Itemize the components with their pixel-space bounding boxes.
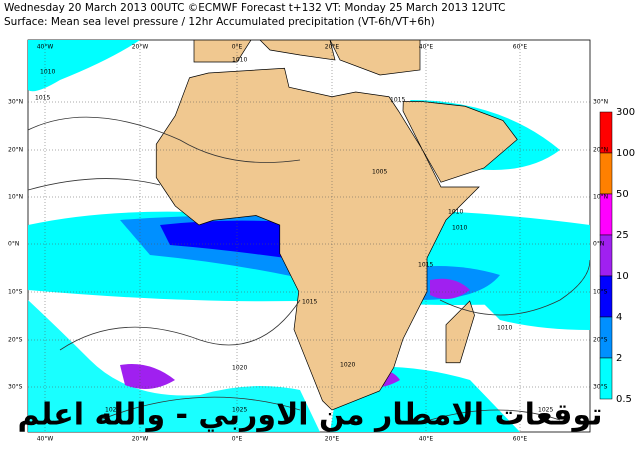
latitude-label: 10°N	[8, 194, 23, 201]
latitude-label: 30°S	[593, 384, 608, 391]
longitude-label: 20°E	[325, 436, 340, 443]
isobar-label: 1010	[448, 209, 463, 216]
longitude-label: 40°W	[37, 44, 54, 51]
graticule	[28, 40, 590, 432]
isobar-label: 1020	[105, 407, 120, 414]
latitude-label: 20°N	[8, 147, 23, 154]
legend-label: 10	[616, 271, 629, 282]
longitude-label: 20°W	[132, 436, 149, 443]
isobar-label: 1020	[232, 365, 247, 372]
legend-label: 2	[616, 353, 622, 364]
legend-label: 0.5	[616, 394, 632, 405]
header-line: Surface: Mean sea level pressure / 12hr …	[4, 16, 435, 28]
latitude-label: 10°S	[593, 289, 608, 296]
isobar-label: 1010	[452, 225, 467, 232]
latitude-label: 0°N	[593, 241, 604, 248]
legend-label: 4	[616, 312, 622, 323]
latitude-label: 30°S	[8, 384, 23, 391]
latitude-label: 20°S	[593, 337, 608, 344]
longitude-label: 40°W	[37, 436, 54, 443]
legend-label: 25	[616, 230, 629, 241]
longitude-label: 60°E	[513, 44, 528, 51]
longitude-label: 40°E	[419, 436, 434, 443]
isobar-label: 1010	[40, 69, 55, 76]
latitude-label: 30°N	[593, 99, 608, 106]
latitude-label: 0°N	[8, 241, 19, 248]
isobar-label: 1015	[390, 97, 405, 104]
longitude-label: 20°E	[325, 44, 340, 51]
isobar-label: 1015	[35, 95, 50, 102]
latitude-label: 30°N	[8, 99, 23, 106]
isobar-label: 1015	[418, 262, 433, 269]
header-line: Wednesday 20 March 2013 00UTC ©ECMWF For…	[4, 2, 505, 14]
longitude-label: 60°E	[513, 436, 528, 443]
latitude-label: 10°N	[593, 194, 608, 201]
legend-label: 100	[616, 148, 635, 159]
legend-label: 300	[616, 107, 635, 118]
isobar-label: 1005	[372, 169, 387, 176]
map	[27, 39, 591, 433]
legend: 300 100 50 25 10 4 2 0.5	[599, 107, 635, 405]
legend-swatch	[599, 357, 613, 400]
latitude-label: 20°N	[593, 147, 608, 154]
longitude-label: 0°E	[232, 44, 243, 51]
overlay-text: توقعات الامطار من الاوربي - والله اعلم	[17, 398, 602, 433]
legend-swatch	[599, 275, 613, 318]
latitude-label: 10°S	[8, 289, 23, 296]
isobar-label: 1025	[232, 407, 247, 414]
isobar-label: 1010	[497, 325, 512, 332]
legend-label: 50	[616, 189, 629, 200]
longitude-label: 0°E	[232, 436, 243, 443]
isobar-label: 1020	[340, 362, 355, 369]
longitude-label: 40°E	[419, 44, 434, 51]
isobar-label: 1015	[302, 299, 317, 306]
isobar-label: 1025	[538, 407, 553, 414]
longitude-label: 20°W	[132, 44, 149, 51]
legend-swatch	[599, 152, 613, 195]
latitude-label: 20°S	[8, 337, 23, 344]
isobar-label: 1010	[232, 57, 247, 64]
